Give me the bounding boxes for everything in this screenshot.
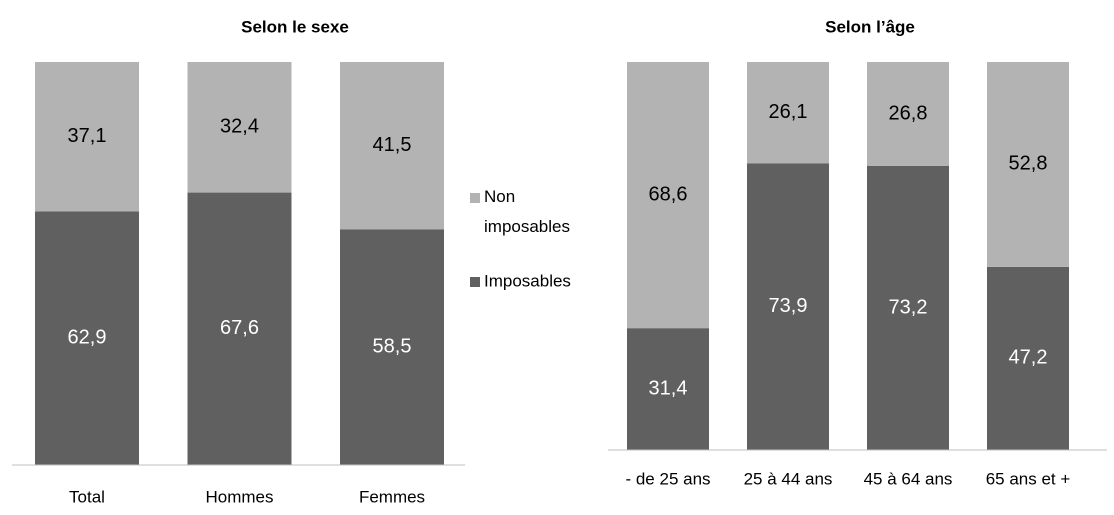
x-tick-label: 25 à 44 ans (744, 469, 833, 488)
chart-title: Selon l’âge (825, 17, 915, 36)
bar-segment (187, 192, 292, 465)
bar-segment (627, 328, 709, 450)
x-tick-label: 45 à 64 ans (864, 469, 953, 488)
x-tick-label: Femmes (359, 487, 425, 506)
data-label: 26,8 (889, 102, 928, 124)
data-label: 67,6 (220, 317, 259, 339)
data-label: 73,9 (769, 295, 808, 317)
data-label: 62,9 (68, 327, 107, 349)
data-label: 41,5 (373, 134, 412, 156)
legend-label: Imposables (484, 271, 571, 290)
bar-segment (987, 266, 1069, 450)
bar-segment (35, 211, 139, 465)
x-tick-label: Total (69, 487, 105, 506)
data-label: 26,1 (769, 101, 808, 123)
legend-label: Non imposables (484, 187, 570, 236)
data-label: 52,8 (1009, 153, 1048, 175)
data-label: 32,4 (220, 116, 259, 138)
bar-segment (35, 62, 139, 212)
data-label: 37,1 (68, 125, 107, 147)
bar-segment (340, 229, 444, 465)
x-tick-label: 65 ans et + (986, 469, 1071, 488)
bar-segment (987, 62, 1069, 267)
bar-segment (867, 165, 949, 450)
data-label: 47,2 (1009, 347, 1048, 369)
bar-segment (747, 163, 829, 450)
bar-segment (747, 62, 829, 164)
chart-title: Selon le sexe (241, 17, 349, 36)
data-label: 68,6 (649, 183, 688, 205)
x-tick-label: Hommes (205, 487, 273, 506)
legend-swatch (470, 193, 480, 203)
bar-segment (340, 62, 444, 230)
bar-segment (187, 62, 292, 193)
data-label: 58,5 (373, 335, 412, 357)
legend-swatch (470, 277, 480, 287)
data-label: 73,2 (889, 296, 928, 318)
bar-segment (627, 62, 709, 329)
x-tick-label: - de 25 ans (625, 469, 710, 488)
bar-segment (867, 62, 949, 166)
data-label: 31,4 (649, 377, 688, 399)
